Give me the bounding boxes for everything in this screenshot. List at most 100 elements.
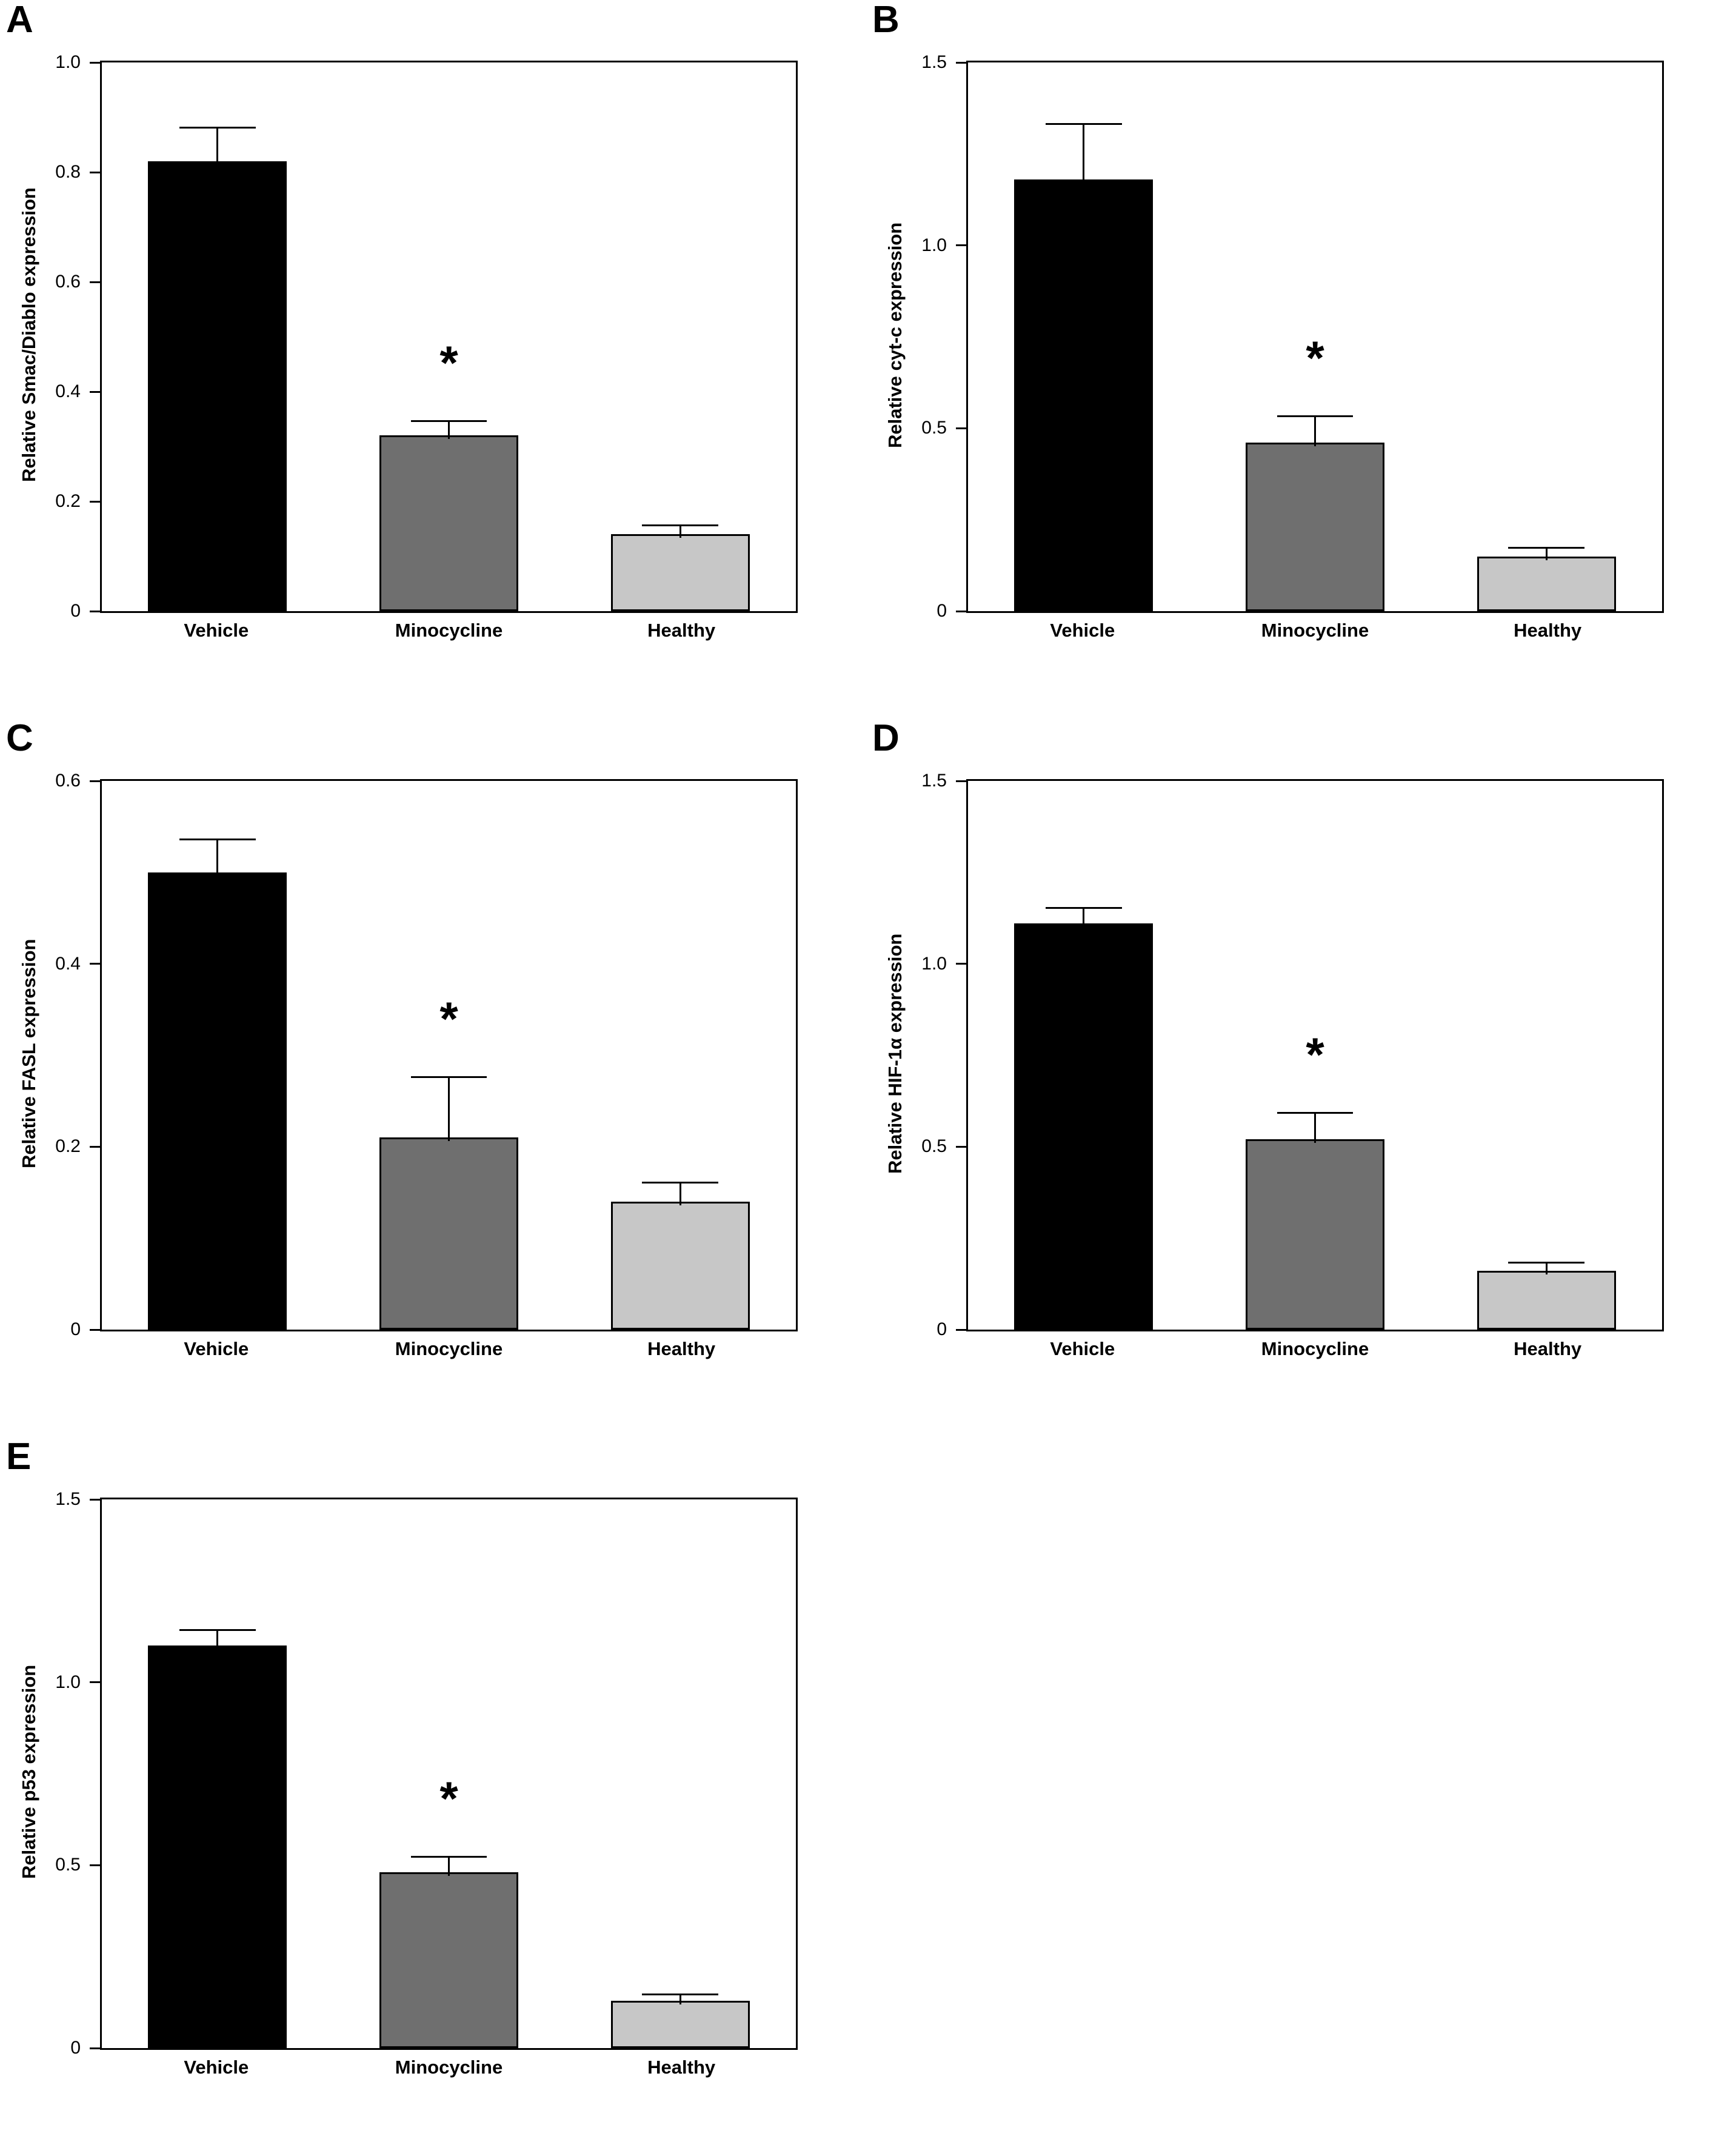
panel-d: D Relative HIF-1α expression 0 0.5 1.0 1.5 *… — [866, 718, 1733, 1437]
error-bar-whisker — [1545, 549, 1548, 560]
error-bar-whisker — [1083, 124, 1085, 184]
y-tick-label: 0.5 — [921, 1136, 947, 1157]
error-bar-cap — [179, 126, 256, 129]
panel-letter-c: C — [6, 717, 33, 759]
y-axis-label: Relative Smac/Diablo expression — [18, 187, 39, 483]
error-bar-cap — [410, 1856, 487, 1858]
y-axis-tick — [90, 1145, 100, 1148]
plot-area: 0 0.5 1.0 1.5 * — [55, 1489, 798, 2058]
category-label-healthy: Healthy — [647, 2057, 716, 2078]
y-tick-label: 0 — [70, 601, 81, 621]
y-axis-tick — [90, 171, 100, 173]
x-axis-labels: Vehicle Minocycline Healthy — [966, 620, 1664, 650]
error-bar-cap — [179, 839, 256, 841]
significance-asterisk: * — [1306, 1028, 1324, 1082]
y-axis-tick — [90, 1498, 100, 1501]
error-bar-cap — [410, 1076, 487, 1079]
error-bar-whisker — [448, 1858, 450, 1876]
y-tick-label: 0.2 — [55, 491, 81, 511]
y-axis-label: Relative HIF-1α expression — [884, 933, 906, 1174]
category-label-healthy: Healthy — [1514, 1338, 1582, 1359]
bar-minocycline — [1246, 1139, 1384, 1330]
error-bar-cap — [1045, 907, 1122, 909]
panel-a: A Relative Smac/Diablo expression 0 0.2 0.… — [0, 0, 867, 718]
y-axis-tick — [956, 1145, 966, 1148]
error-bar-whisker — [679, 1995, 681, 2004]
y-axis-tick — [956, 780, 966, 782]
error-bar-cap — [642, 1993, 719, 1995]
y-axis-tick — [956, 963, 966, 965]
bar-minocycline — [379, 435, 518, 611]
plot-area: 0 0.5 1.0 1.5 * — [921, 52, 1664, 621]
error-bar-cap — [1508, 547, 1585, 549]
x-axis-labels: Vehicle Minocycline Healthy — [100, 1338, 798, 1368]
y-tick-label: 0.4 — [55, 381, 81, 401]
y-axis-tick — [90, 963, 100, 965]
y-tick-label: 1.5 — [921, 52, 947, 72]
y-tick-label: 0.6 — [55, 771, 81, 791]
category-label-vehicle: Vehicle — [1050, 620, 1115, 641]
bar-minocycline — [379, 1872, 518, 2048]
error-bar-whisker — [679, 1183, 681, 1205]
y-axis-tick — [956, 1328, 966, 1331]
y-axis-label: Relative FASL expression — [18, 939, 39, 1168]
y-axis-tick — [956, 610, 966, 612]
y-tick-label: 1.5 — [55, 1489, 81, 1509]
bar-healthy — [1477, 1271, 1616, 1330]
panel-letter-a: A — [6, 0, 33, 41]
category-label-healthy: Healthy — [647, 1338, 716, 1359]
significance-asterisk: * — [439, 335, 458, 389]
panel-letter-d: D — [872, 717, 900, 759]
x-axis-labels: Vehicle Minocycline Healthy — [966, 1338, 1664, 1368]
y-tick-label: 1.0 — [55, 52, 81, 72]
y-axis-tick — [90, 390, 100, 393]
error-bar-whisker — [448, 421, 450, 440]
category-label-minocycline: Minocycline — [1261, 1338, 1369, 1359]
y-tick-label: 1.0 — [921, 235, 947, 255]
x-axis-labels: Vehicle Minocycline Healthy — [100, 620, 798, 650]
error-bar-whisker — [1083, 909, 1085, 928]
y-axis-tick — [90, 1328, 100, 1331]
plot-area: 0 0.2 0.4 0.6 * — [55, 771, 798, 1339]
y-tick-label: 0 — [937, 1319, 947, 1339]
y-axis-tick — [90, 780, 100, 782]
error-bar-cap — [1045, 122, 1122, 125]
category-label-vehicle: Vehicle — [184, 620, 249, 641]
error-bar-whisker — [216, 128, 219, 165]
bar-healthy — [610, 1201, 750, 1330]
bar-vehicle — [148, 1645, 287, 2048]
error-bar-whisker — [216, 840, 219, 876]
category-label-healthy: Healthy — [1514, 620, 1582, 641]
error-bar-whisker — [448, 1078, 450, 1142]
y-tick-label: 1.5 — [921, 771, 947, 791]
y-axis-tick — [956, 61, 966, 64]
category-label-minocycline: Minocycline — [395, 1338, 503, 1359]
error-bar-cap — [642, 1181, 719, 1183]
error-bar-cap — [1277, 1112, 1354, 1114]
panel-e: E Relative p53 expression 0 0.5 1.0 1.5 * Ve… — [0, 1437, 867, 2155]
category-label-vehicle: Vehicle — [1050, 1338, 1115, 1359]
y-tick-label: 0 — [937, 601, 947, 621]
category-label-minocycline: Minocycline — [395, 620, 503, 641]
panel-b: B Relative cyt-c expression 0 0.5 1.0 1.5 * … — [866, 0, 1733, 718]
y-tick-label: 0.4 — [55, 953, 81, 974]
y-tick-label: 0.6 — [55, 272, 81, 292]
error-bar-whisker — [679, 526, 681, 538]
y-tick-label: 0 — [70, 2038, 81, 2058]
y-axis-tick — [956, 427, 966, 429]
error-bar-cap — [1508, 1262, 1585, 1264]
error-bar-whisker — [1314, 1114, 1316, 1143]
bar-minocycline — [379, 1137, 518, 1330]
bar-minocycline — [1246, 443, 1384, 611]
significance-asterisk: * — [439, 1772, 458, 1826]
category-label-minocycline: Minocycline — [395, 2057, 503, 2078]
y-axis-label: Relative p53 expression — [18, 1664, 39, 1880]
y-axis-tick — [90, 281, 100, 283]
y-tick-label: 0.5 — [921, 418, 947, 438]
y-axis-tick — [90, 61, 100, 64]
y-tick-label: 1.0 — [55, 1672, 81, 1692]
error-bar-cap — [642, 524, 719, 526]
plot-area: 0 0.2 0.4 0.6 0.8 1.0 * — [55, 52, 798, 621]
error-bar-whisker — [1314, 417, 1316, 447]
y-tick-label: 0 — [70, 1319, 81, 1339]
